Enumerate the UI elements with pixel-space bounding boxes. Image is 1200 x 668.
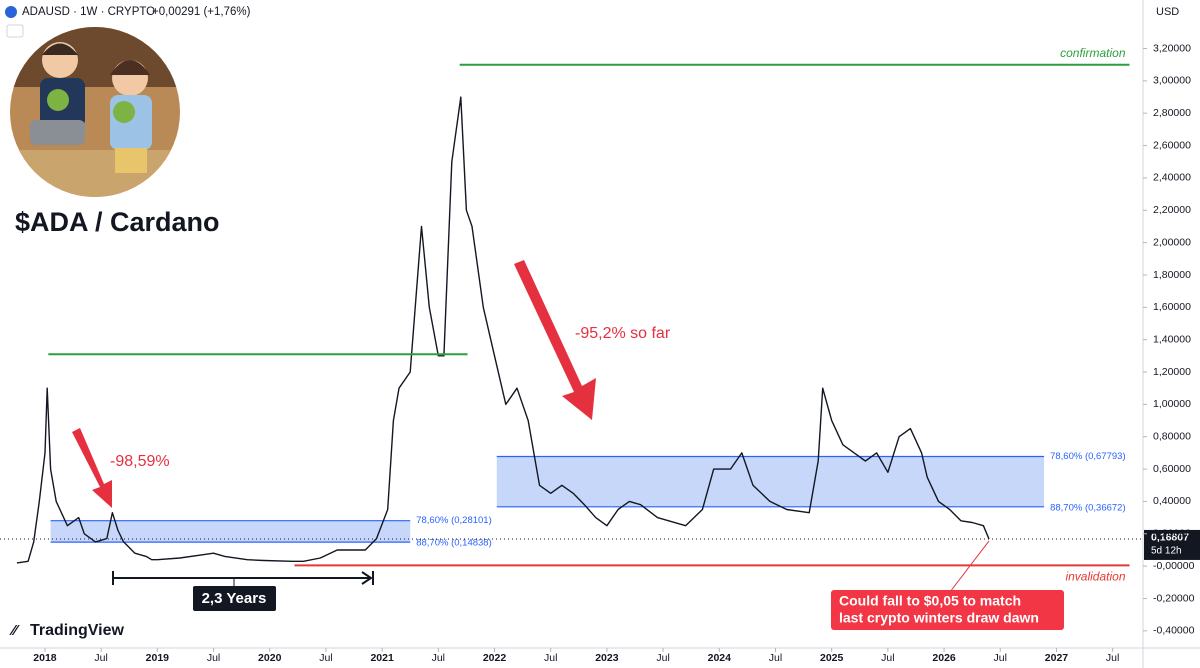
y-tick-label: 1,60000 [1153,301,1191,313]
level-label: confirmation [1060,46,1126,60]
y-tick-label: 2,00000 [1153,236,1191,248]
x-tick-label: 2022 [483,652,507,664]
y-tick-label: 2,80000 [1153,107,1191,119]
last-price-label: 0,16807 [1151,532,1189,544]
y-tick-label: -0,20000 [1153,592,1195,604]
y-tick-label: 0,80000 [1153,431,1191,443]
fib-zone [50,520,411,543]
annotation: -95,2% so far [575,325,671,342]
chart-title: $ADA / Cardano [15,207,220,237]
duration-bracket [112,571,374,586]
countdown: 5d 12h [1151,546,1182,557]
fib-label: 88,70% (0,36672) [1050,502,1126,513]
x-tick-label: Jul [769,652,782,664]
currency[interactable]: USD [1156,6,1179,18]
x-tick-label: Jul [994,652,1007,664]
x-tick-label: Jul [544,652,557,664]
x-tick-label: Jul [432,652,445,664]
drop-arrow [514,260,596,420]
x-tick-label: 2024 [708,652,732,664]
callout-text: last crypto winters draw dawn [839,610,1039,626]
y-tick-label: 1,20000 [1153,366,1191,378]
symbol[interactable]: ADAUSD · 1W · CRYPTO [22,6,155,18]
price-change: +0,00291 (+1,76%) [152,6,251,18]
price-line [16,96,990,564]
x-tick-label: Jul [656,652,669,664]
avatar [10,27,180,197]
x-tick-label: Jul [1106,652,1119,664]
fib-label: 88,70% (0,14838) [416,538,492,549]
x-tick-label: 2026 [932,652,956,664]
y-tick-label: 1,00000 [1153,398,1191,410]
fib-label: 78,60% (0,67793) [1050,451,1126,462]
y-tick-label: -0,40000 [1153,625,1195,637]
brand-logo: ⁄⁄ [9,622,21,639]
x-tick-label: Jul [94,652,107,664]
symbol-icon [5,6,17,18]
brand[interactable]: TradingView [30,622,125,639]
y-tick-label: 0,20000 [1153,528,1191,540]
drop-arrow [72,428,112,508]
y-tick-label: 2,20000 [1153,204,1191,216]
y-tick-label: 1,80000 [1153,269,1191,281]
callout-connector [949,540,990,593]
x-tick-label: 2019 [146,652,170,664]
x-tick-label: Jul [319,652,332,664]
duration-box [193,586,276,611]
x-tick-label: 2025 [820,652,844,664]
y-tick-label: -0,00000 [1153,560,1195,572]
y-tick-label: 0,60000 [1153,463,1191,475]
y-tick-label: 0,40000 [1153,495,1191,507]
x-tick-label: 2023 [595,652,619,664]
y-tick-label: 2,40000 [1153,172,1191,184]
x-tick-label: 2027 [1045,652,1069,664]
fib-zone [496,456,1045,507]
callout-text: Could fall to $0,05 to match [839,593,1021,609]
y-tick-label: 2,60000 [1153,139,1191,151]
y-tick-label: 1,40000 [1153,333,1191,345]
level-label: invalidation [1065,569,1125,583]
last-price-box [1144,529,1200,560]
y-tick-label: 3,20000 [1153,42,1191,54]
x-tick-label: 2018 [33,652,57,664]
x-tick-label: Jul [881,652,894,664]
y-tick-label: 3,00000 [1153,75,1191,87]
callout-box [831,590,1064,630]
x-tick-label: 2020 [258,652,282,664]
annotation: -98,59% [110,453,170,470]
fib-label: 78,60% (0,28101) [416,515,492,526]
x-tick-label: 2021 [370,652,394,664]
duration-label: 2,3 Years [202,590,267,607]
collapse-button[interactable] [6,24,24,38]
x-tick-label: Jul [207,652,220,664]
